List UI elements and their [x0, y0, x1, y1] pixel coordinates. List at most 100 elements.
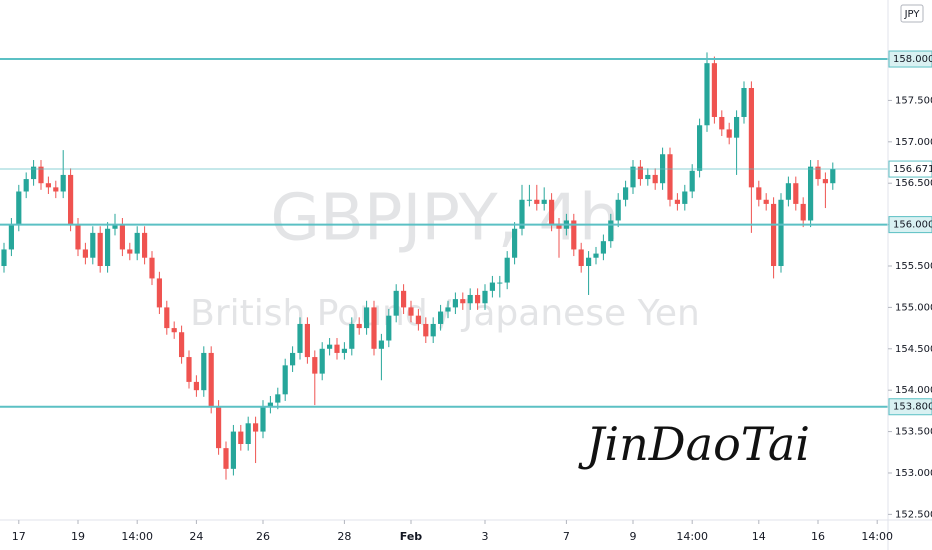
candle-body [378, 340, 384, 349]
y-tick-label: 154.000 [895, 385, 932, 396]
x-tick-label: 9 [629, 530, 636, 543]
candle-body [815, 166, 821, 180]
candle-body [808, 166, 814, 221]
candle-body [119, 224, 125, 250]
candle-body [290, 352, 296, 366]
candle-body [297, 323, 303, 353]
x-tick-label: 17 [12, 530, 26, 543]
level-label-box [888, 216, 932, 234]
candle-body [482, 290, 488, 304]
candle-body [541, 199, 547, 204]
candle-body [156, 278, 162, 308]
candle-body [245, 423, 251, 444]
candle-body [512, 228, 518, 258]
candle-body [216, 406, 222, 449]
candle-body [97, 232, 103, 267]
y-tick-label: 155.500 [895, 261, 932, 272]
candle-body [526, 199, 532, 201]
candle-body [171, 328, 177, 333]
candle-body [741, 88, 747, 117]
candle-body [793, 183, 799, 204]
y-tick-label: 157.000 [895, 137, 932, 148]
candle-body [134, 232, 140, 254]
watermark-title: GBPJPY, 4h [270, 182, 619, 256]
x-tick-label: 3 [481, 530, 488, 543]
candle-body [201, 352, 207, 391]
candle-body [208, 352, 214, 407]
candle-body [90, 232, 96, 258]
candle-body [341, 348, 347, 353]
candle-body [534, 199, 540, 204]
candle-body [142, 232, 148, 258]
candle-body [771, 203, 777, 267]
candle-body [112, 224, 118, 229]
candle-body [637, 166, 643, 180]
y-tick-label: 155.000 [895, 302, 932, 313]
candle-body [1, 249, 7, 267]
currency-box [900, 4, 924, 23]
candle-body [319, 348, 325, 374]
y-tick-label: 154.500 [895, 344, 932, 355]
candle-body [652, 174, 658, 184]
y-tick-label: 153.000 [895, 468, 932, 479]
watermark: GBPJPY, 4h British Pound / Japanese Yen [190, 182, 700, 334]
y-tick-label: 157.500 [895, 95, 932, 106]
candle-body [438, 311, 444, 324]
candle-body [578, 249, 584, 267]
candle-body [726, 129, 732, 138]
candle-body [267, 402, 273, 407]
candle-body [38, 166, 44, 184]
candle-body [452, 299, 458, 308]
candle-body [763, 199, 769, 204]
x-tick-label: 24 [189, 530, 203, 543]
signature: JinDaoTai [578, 417, 810, 471]
candle-body [600, 241, 606, 254]
x-tick-label: 14:00 [676, 530, 708, 543]
candle-body [623, 187, 629, 200]
candle-body [164, 307, 170, 329]
candle-body [282, 365, 288, 395]
last-price-label: 156.671 [893, 164, 932, 175]
candle-body [748, 88, 754, 188]
last-price-box [888, 160, 932, 178]
candle-body [193, 381, 199, 391]
watermark-subtitle: British Pound / Japanese Yen [190, 293, 700, 334]
candle-body [312, 357, 318, 374]
candle-body [830, 169, 836, 184]
candle-body [75, 224, 81, 250]
candle-body [430, 323, 436, 337]
candle-body [645, 174, 651, 180]
x-tick-label: 16 [811, 530, 825, 543]
candle-body [615, 199, 621, 221]
candle-body [149, 257, 155, 279]
candle-body [519, 199, 525, 229]
candle-body [445, 307, 451, 312]
candle-body [356, 323, 362, 329]
candle-body [460, 299, 466, 304]
candle-body [719, 116, 725, 130]
candle-body [230, 431, 236, 469]
candle-body [31, 166, 37, 180]
candle-body [68, 174, 74, 225]
candle-body [556, 224, 562, 229]
x-tick-label: 28 [337, 530, 351, 543]
level-label: 156.000 [893, 220, 932, 231]
candle-body [408, 307, 414, 316]
candle-body [586, 257, 592, 267]
candle-body [16, 191, 22, 225]
candle-body [45, 183, 51, 188]
candle-body [800, 203, 806, 221]
candle-body [704, 63, 710, 126]
candle-body [756, 187, 762, 200]
y-tick-label: 156.500 [895, 178, 932, 189]
y-tick-label: 153.500 [895, 427, 932, 438]
x-tick-label: 14:00 [861, 530, 893, 543]
x-tick-label: Feb [400, 530, 423, 543]
candle-body [53, 187, 59, 192]
candle-body [475, 294, 481, 304]
candle-body [593, 253, 599, 258]
candle-body [253, 423, 259, 432]
candle-body [223, 448, 229, 469]
candle-body [105, 228, 111, 267]
